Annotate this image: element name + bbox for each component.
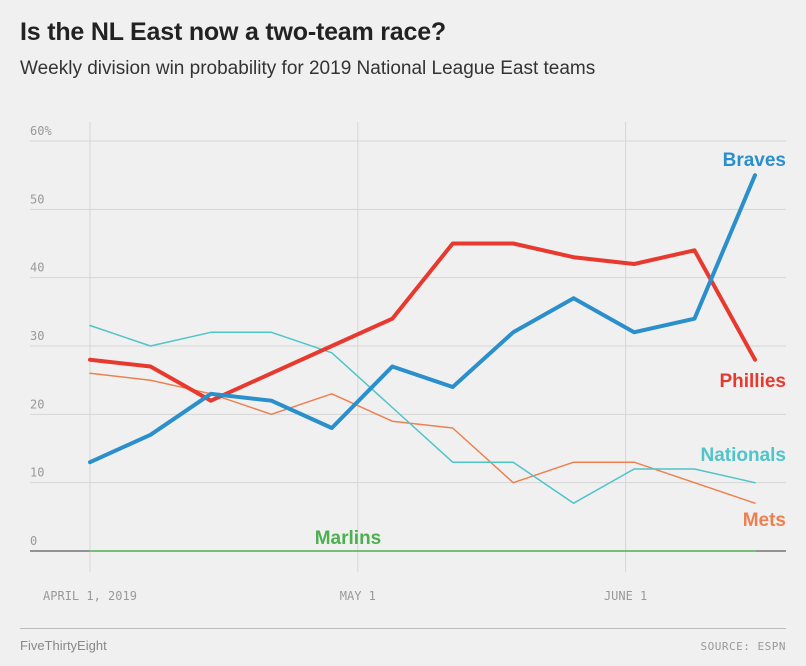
line-chart: 0 10 20 30 40 50 60% APRIL 1, 2019 MAY 1 JUNE 1 B… bbox=[30, 122, 786, 603]
series-line-nationals bbox=[89, 324, 756, 504]
footer-brand: FiveThirtyEight bbox=[20, 638, 107, 653]
chart-title: Is the NL East now a two-team race? bbox=[20, 18, 446, 46]
x-tick-label: MAY 1 bbox=[340, 589, 376, 603]
y-tick-label: 50 bbox=[30, 192, 44, 206]
chart-subtitle: Weekly division win probability for 2019… bbox=[20, 58, 596, 79]
y-tick-label: 0 bbox=[30, 534, 37, 548]
series-line-braves bbox=[88, 173, 757, 465]
series-label-layer: Braves Phillies Nationals Mets Marlins bbox=[315, 150, 786, 549]
y-tick-label: 10 bbox=[30, 466, 44, 480]
x-tick-label: APRIL 1, 2019 bbox=[43, 589, 137, 603]
series-layer bbox=[88, 173, 757, 552]
series-label-braves: Braves bbox=[723, 150, 786, 171]
footer-divider bbox=[20, 628, 786, 629]
footer-source: SOURCE: ESPN bbox=[700, 640, 786, 653]
x-tick-label: JUNE 1 bbox=[604, 589, 647, 603]
series-label-mets: Mets bbox=[743, 510, 786, 531]
y-tick-label: 60% bbox=[30, 124, 52, 138]
grid-layer: 0 10 20 30 40 50 60% APRIL 1, 2019 MAY 1 JUNE 1 bbox=[30, 122, 786, 603]
y-tick-label: 30 bbox=[30, 329, 44, 343]
series-label-nationals: Nationals bbox=[700, 445, 786, 466]
series-label-phillies: Phillies bbox=[719, 371, 786, 392]
y-tick-label: 20 bbox=[30, 397, 44, 411]
series-line-phillies bbox=[88, 241, 757, 403]
y-tick-label: 40 bbox=[30, 261, 44, 275]
series-line-mets bbox=[89, 372, 756, 504]
series-label-marlins: Marlins bbox=[315, 528, 382, 549]
